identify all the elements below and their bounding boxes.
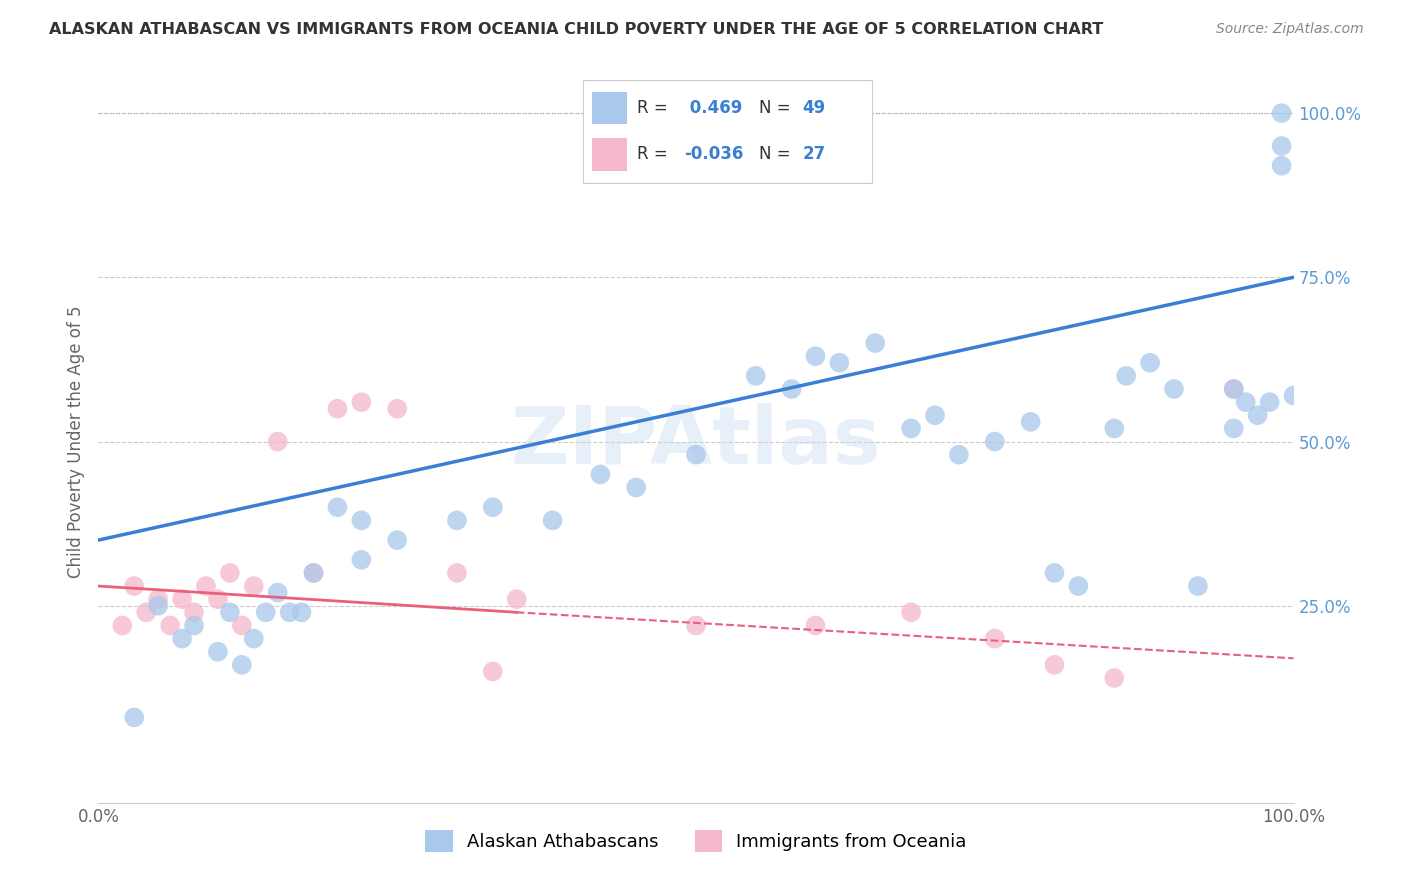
Point — [446, 566, 468, 580]
Point — [804, 618, 827, 632]
Text: 0.469: 0.469 — [685, 99, 742, 117]
Point — [1043, 566, 1066, 580]
Text: 27: 27 — [803, 145, 825, 163]
Point — [267, 585, 290, 599]
Point — [291, 605, 314, 619]
Point — [148, 592, 170, 607]
Point — [231, 657, 253, 672]
Point — [780, 382, 803, 396]
Point — [589, 467, 612, 482]
Point — [948, 448, 970, 462]
Point — [350, 513, 373, 527]
Point — [302, 566, 325, 580]
Text: R =: R = — [637, 99, 673, 117]
Text: Source: ZipAtlas.com: Source: ZipAtlas.com — [1216, 22, 1364, 37]
Text: ALASKAN ATHABASCAN VS IMMIGRANTS FROM OCEANIA CHILD POVERTY UNDER THE AGE OF 5 C: ALASKAN ATHABASCAN VS IMMIGRANTS FROM OC… — [49, 22, 1104, 37]
Point — [385, 401, 409, 416]
Point — [1271, 139, 1294, 153]
Point — [219, 605, 242, 619]
Point — [446, 513, 468, 527]
Point — [243, 579, 266, 593]
Point — [159, 618, 181, 632]
Point — [900, 421, 922, 435]
Point — [385, 533, 409, 547]
Point — [124, 579, 146, 593]
Point — [1019, 415, 1042, 429]
Text: 49: 49 — [803, 99, 825, 117]
Point — [685, 618, 707, 632]
Point — [1258, 395, 1281, 409]
Point — [984, 434, 1007, 449]
Point — [1104, 671, 1126, 685]
Point — [1187, 579, 1209, 593]
Point — [195, 579, 218, 593]
Point — [685, 448, 707, 462]
Point — [326, 401, 349, 416]
Text: N =: N = — [759, 145, 796, 163]
FancyBboxPatch shape — [592, 137, 627, 170]
Text: R =: R = — [637, 145, 673, 163]
Point — [804, 349, 827, 363]
Point — [243, 632, 266, 646]
Point — [183, 618, 205, 632]
Point — [254, 605, 277, 619]
Point — [124, 710, 146, 724]
Point — [506, 592, 529, 607]
Text: N =: N = — [759, 99, 796, 117]
Point — [326, 500, 349, 515]
Point — [1163, 382, 1185, 396]
Point — [350, 395, 373, 409]
Point — [350, 553, 373, 567]
Point — [1139, 356, 1161, 370]
Point — [1223, 382, 1246, 396]
Point — [1247, 409, 1270, 423]
Point — [1282, 388, 1305, 402]
Point — [745, 368, 768, 383]
Point — [278, 605, 301, 619]
Point — [135, 605, 157, 619]
Point — [482, 500, 505, 515]
Point — [900, 605, 922, 619]
Point — [865, 336, 887, 351]
Text: ZIPAtlas: ZIPAtlas — [510, 402, 882, 481]
Point — [183, 605, 205, 619]
Y-axis label: Child Poverty Under the Age of 5: Child Poverty Under the Age of 5 — [66, 305, 84, 578]
Point — [1223, 421, 1246, 435]
Point — [172, 632, 194, 646]
Point — [219, 566, 242, 580]
Point — [1271, 159, 1294, 173]
Point — [626, 481, 648, 495]
Point — [1234, 395, 1257, 409]
Point — [828, 356, 851, 370]
FancyBboxPatch shape — [592, 92, 627, 124]
Point — [172, 592, 194, 607]
Text: -0.036: -0.036 — [685, 145, 744, 163]
Point — [1104, 421, 1126, 435]
Point — [1067, 579, 1090, 593]
Point — [541, 513, 564, 527]
Point — [302, 566, 325, 580]
Point — [207, 645, 229, 659]
Point — [207, 592, 229, 607]
Point — [984, 632, 1007, 646]
Point — [267, 434, 290, 449]
Point — [1223, 382, 1246, 396]
Legend: Alaskan Athabascans, Immigrants from Oceania: Alaskan Athabascans, Immigrants from Oce… — [418, 822, 974, 859]
Point — [148, 599, 170, 613]
Point — [482, 665, 505, 679]
Point — [924, 409, 946, 423]
Point — [1271, 106, 1294, 120]
Point — [1043, 657, 1066, 672]
Point — [1115, 368, 1137, 383]
Point — [231, 618, 253, 632]
Point — [111, 618, 134, 632]
